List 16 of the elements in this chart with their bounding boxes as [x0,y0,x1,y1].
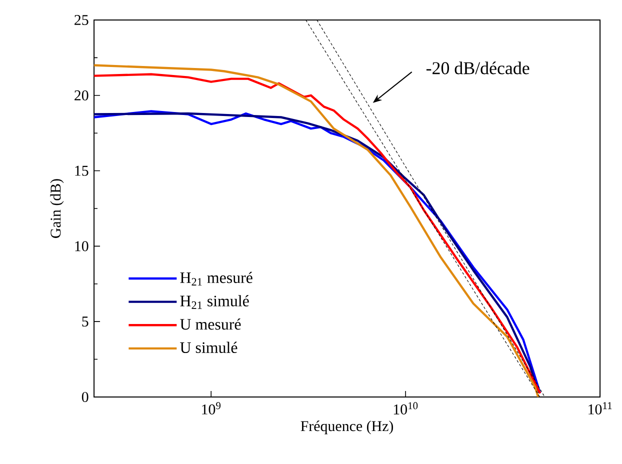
y-tick-label: 0 [82,392,88,402]
legend-label: H$_{21}$ mesuré [180,272,252,286]
y-tick-label: 5 [82,316,88,327]
y-tick-label: 10 [75,241,88,252]
legend-label: U simulé [180,342,238,354]
x-tick-label: 10$^{11}$ [588,402,612,414]
legend-label: H$_{21}$ simulé [180,295,249,309]
x-axis-title: Fréquence (Hz) [300,420,394,434]
y-tick-label: 15 [75,166,88,176]
y-axis-title: Gain (dB) [50,179,64,238]
annotation: -20 dB/décade [426,62,530,74]
legend-label: U mesuré [180,318,241,330]
x-tick-label: 10$^{9}$ [202,402,221,414]
x-tick-label: 10$^{10}$ [394,402,418,414]
y-tick-label: 25 [74,14,88,25]
y-tick-label: 20 [74,90,88,100]
